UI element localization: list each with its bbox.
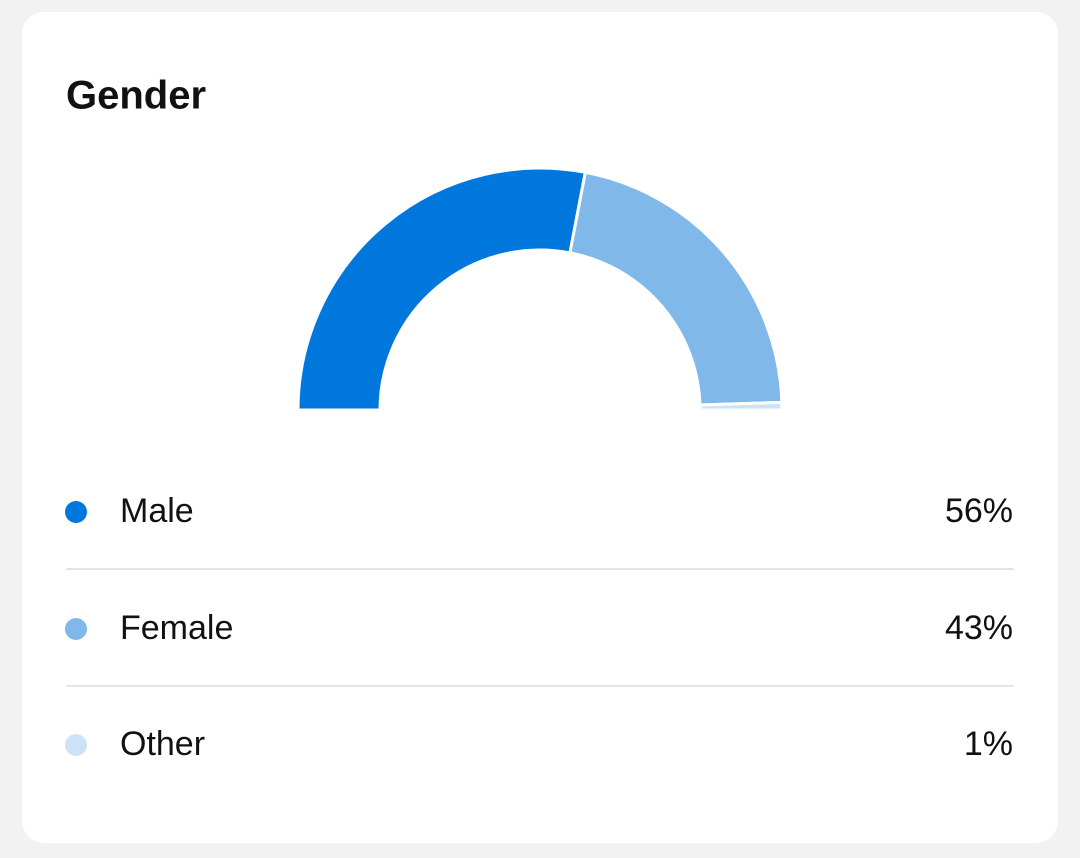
chart-title: Gender <box>66 74 206 118</box>
legend-label: Female <box>120 609 233 647</box>
donut-segment <box>698 400 784 412</box>
legend-label: Other <box>120 725 205 763</box>
value-label: 56% <box>945 492 1013 530</box>
value-label: 43% <box>945 609 1013 647</box>
value-label: 1% <box>964 725 1013 763</box>
legend-swatch <box>65 734 87 756</box>
legend-swatch <box>65 618 87 640</box>
legend-swatch <box>65 501 87 523</box>
card <box>22 12 1058 843</box>
legend-label: Male <box>120 492 194 530</box>
donut-segment <box>568 170 784 407</box>
donut-segment <box>296 166 588 412</box>
